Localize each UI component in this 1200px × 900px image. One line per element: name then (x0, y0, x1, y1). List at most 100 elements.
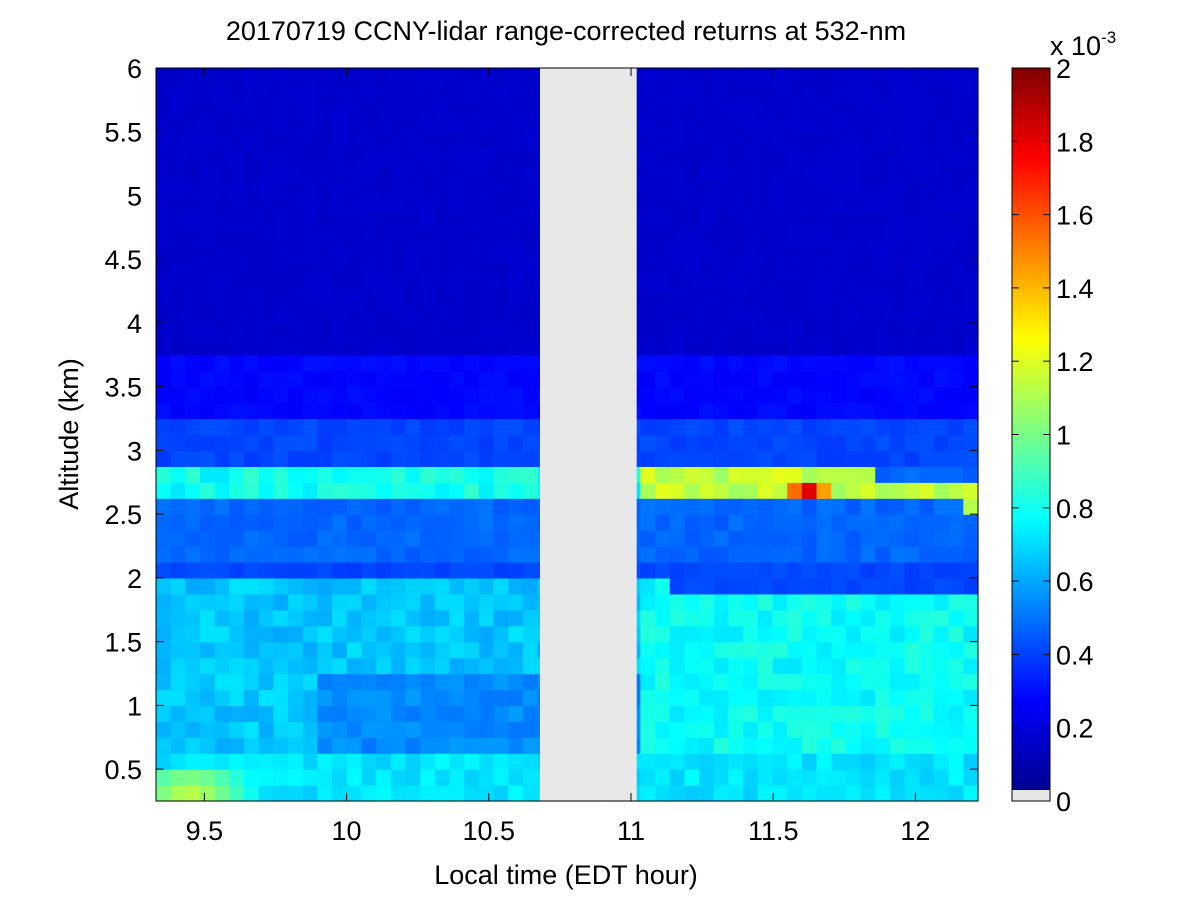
heatmap-cell (508, 386, 524, 404)
heatmap-cell (787, 466, 803, 483)
heatmap-cell (845, 275, 862, 292)
heatmap-cell (963, 593, 979, 611)
heatmap-cell (889, 482, 906, 499)
heatmap-cell (464, 785, 480, 802)
heatmap-cell (699, 227, 715, 244)
heatmap-cell (787, 131, 803, 149)
heatmap-cell (801, 386, 818, 404)
heatmap-cell (244, 68, 260, 85)
heatmap-cell (317, 195, 333, 213)
heatmap-cell (244, 338, 260, 356)
heatmap-cell (200, 530, 216, 547)
heatmap-cell (816, 609, 832, 627)
heatmap-cell (655, 593, 671, 611)
heatmap-cell (361, 370, 377, 388)
heatmap-cell (860, 785, 876, 802)
heatmap-cell (655, 625, 671, 643)
heatmap-cell (302, 561, 319, 579)
heatmap-cell (948, 291, 964, 308)
heatmap-cell (302, 641, 319, 659)
heatmap-cell (948, 131, 964, 149)
heatmap-cell (743, 434, 759, 452)
heatmap-cell (449, 147, 465, 165)
heatmap-cell (302, 307, 319, 324)
heatmap-cell (787, 498, 803, 515)
heatmap-cell (170, 721, 186, 738)
heatmap-cell (288, 418, 304, 436)
heatmap-cell (816, 322, 832, 340)
heatmap-cell (273, 657, 289, 675)
heatmap-cell (816, 561, 832, 579)
heatmap-cell (434, 530, 451, 547)
heatmap-cell (640, 386, 656, 404)
heatmap-cell (478, 291, 495, 308)
heatmap-cell (743, 561, 759, 579)
heatmap-cell (787, 434, 803, 452)
heatmap-cell (963, 498, 979, 515)
heatmap-cell (933, 386, 950, 404)
heatmap-cell (317, 641, 333, 659)
heatmap-cell (933, 131, 950, 149)
heatmap-cell (156, 498, 172, 515)
heatmap-cell (845, 609, 862, 627)
heatmap-cell (801, 498, 818, 515)
heatmap-cell (508, 514, 524, 531)
heatmap-cell (801, 482, 818, 499)
heatmap-cell (229, 211, 245, 228)
heatmap-cell (332, 753, 348, 770)
heatmap-cell (170, 354, 186, 372)
heatmap-cell (376, 498, 392, 515)
heatmap-cell (904, 434, 920, 452)
heatmap-cell (478, 418, 495, 436)
heatmap-cell (170, 68, 186, 85)
heatmap-cell (244, 769, 260, 786)
heatmap-cell (229, 530, 245, 547)
heatmap-cell (522, 418, 539, 436)
heatmap-cell (214, 99, 230, 117)
heatmap-cell (831, 322, 847, 340)
heatmap-cell (801, 657, 818, 675)
heatmap-cell (420, 68, 436, 85)
heatmap-cell (376, 530, 392, 547)
heatmap-cell (875, 593, 891, 611)
heatmap-cell (449, 99, 465, 117)
heatmap-cell (449, 721, 465, 738)
heatmap-cell (508, 418, 524, 436)
heatmap-cell (508, 179, 524, 197)
heatmap-cell (845, 561, 862, 579)
heatmap-cell (332, 370, 348, 388)
heatmap-cell (464, 131, 480, 149)
heatmap-cell (390, 705, 407, 722)
heatmap-cell (757, 307, 774, 324)
heatmap-cell (904, 179, 920, 197)
heatmap-cell (185, 227, 201, 244)
heatmap-cell (757, 179, 774, 197)
heatmap-cell (816, 530, 832, 547)
heatmap-cell (376, 625, 392, 643)
heatmap-cell (743, 259, 759, 276)
heatmap-cell (317, 163, 333, 181)
heatmap-cell (317, 418, 333, 436)
heatmap-cell (229, 370, 245, 388)
heatmap-cell (464, 561, 480, 579)
heatmap-cell (787, 418, 803, 436)
heatmap-cell (302, 386, 319, 404)
heatmap-cell (185, 450, 201, 467)
heatmap-cell (346, 450, 363, 467)
heatmap-cell (684, 307, 700, 324)
heatmap-cell (302, 785, 319, 802)
heatmap-cell (288, 705, 304, 722)
heatmap-cell (258, 322, 275, 340)
heatmap-cell (508, 354, 524, 372)
heatmap-cell (713, 657, 730, 675)
heatmap-cell (757, 641, 774, 659)
heatmap-cell (508, 609, 524, 627)
heatmap-cell (185, 530, 201, 547)
heatmap-cell (200, 657, 216, 675)
heatmap-cell (669, 498, 686, 515)
heatmap-cell (743, 785, 759, 802)
heatmap-cell (801, 179, 818, 197)
heatmap-cell (522, 386, 539, 404)
heatmap-cell (434, 147, 451, 165)
